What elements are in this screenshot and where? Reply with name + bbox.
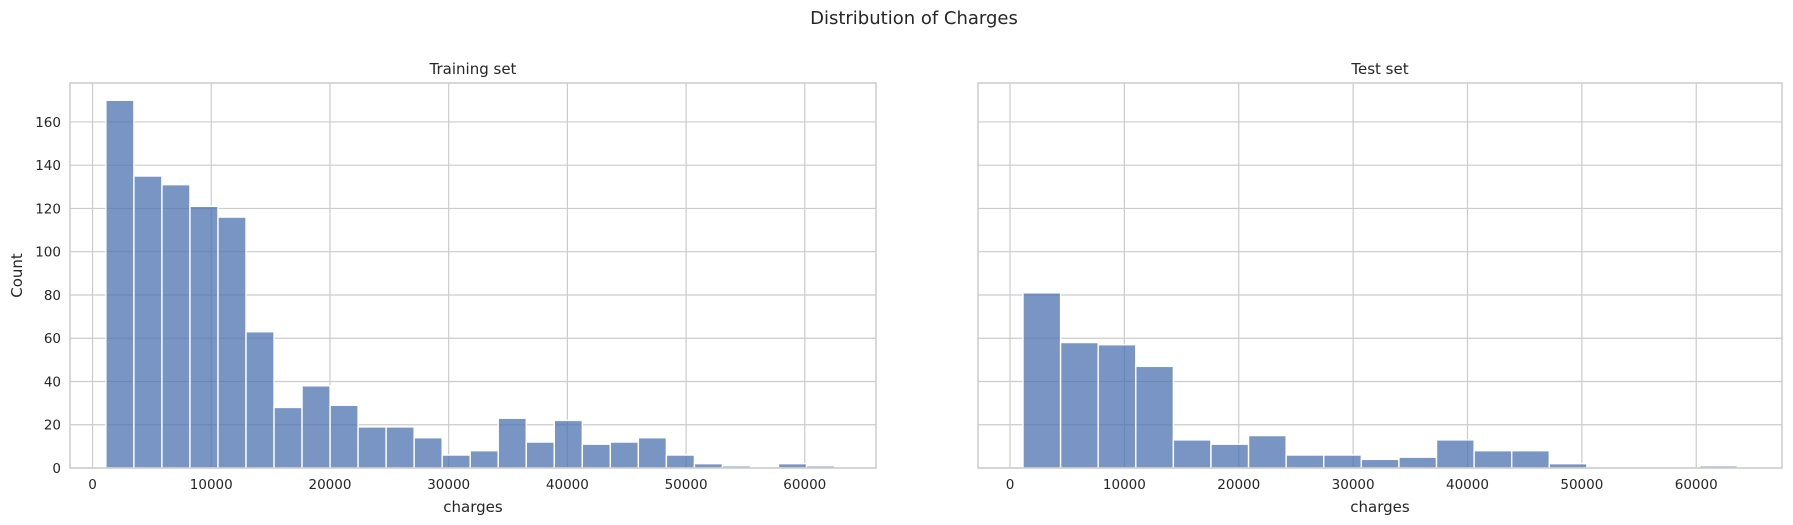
- test-xtick-label: 60000: [1675, 477, 1718, 493]
- training-ytick-label: 100: [35, 245, 61, 261]
- training-xtick-label: 60000: [783, 477, 826, 493]
- training-ytick-label: 80: [44, 288, 61, 304]
- training-ytick-label: 140: [35, 158, 61, 174]
- training-histogram-bar: [413, 437, 443, 469]
- training-histogram-bar: [245, 331, 275, 469]
- training-histogram-bar: [329, 404, 359, 469]
- training-histogram-bar: [581, 443, 612, 469]
- test-histogram-bar: [1210, 443, 1250, 469]
- training-histogram-bar: [553, 419, 584, 469]
- test-xtick-label: 30000: [1332, 477, 1375, 493]
- training-axes-frame: [69, 82, 877, 469]
- training-histogram-bar: [189, 205, 219, 469]
- training-xtick-label: 10000: [190, 477, 233, 493]
- test-xtick-label: 50000: [1560, 477, 1603, 493]
- training-xtick-label: 20000: [308, 477, 351, 493]
- training-histogram-bar: [385, 426, 415, 469]
- test-histogram-bar: [1398, 456, 1438, 469]
- training-ytick-label: 20: [44, 418, 61, 434]
- training-ytick-label: 60: [44, 331, 61, 347]
- test-histogram-bar: [1360, 458, 1400, 469]
- test-xtick-label: 10000: [1103, 477, 1146, 493]
- training-ytick-label: 160: [35, 115, 61, 131]
- test-xtick-label: 0: [1006, 477, 1015, 493]
- training-ylabel: Count: [8, 253, 26, 298]
- test-xtick-label: 40000: [1446, 477, 1489, 493]
- test-histogram-bar: [1097, 344, 1137, 469]
- test-xtick-label: 20000: [1217, 477, 1260, 493]
- training-set-histogram: 0 10000 20000 30000 40000 50000 60000 0 20 40 60 80…: [8, 60, 877, 516]
- test-histogram-bar: [1435, 439, 1475, 469]
- training-xtick-label: 0: [88, 477, 97, 493]
- test-histogram-bar: [1135, 365, 1175, 469]
- training-histogram-bar: [609, 441, 640, 469]
- figure-suptitle: Distribution of Charges: [810, 8, 1018, 29]
- training-histogram-bar: [441, 454, 471, 469]
- test-axes-frame: [977, 82, 1783, 469]
- test-histogram-bar: [1247, 434, 1287, 469]
- test-histogram-bar: [1323, 454, 1363, 469]
- training-ytick-label: 120: [35, 201, 61, 217]
- training-xtick-label: 50000: [665, 477, 708, 493]
- test-xlabel: charges: [1350, 498, 1410, 516]
- training-histogram-bar: [497, 417, 527, 469]
- test-set-histogram: 0 10000 20000 30000 40000 50000 60000 Test set c…: [977, 60, 1783, 516]
- training-histogram-bar: [217, 216, 247, 469]
- training-histogram-bar: [133, 175, 163, 469]
- training-axes-title: Training set: [429, 60, 517, 78]
- test-histogram-bar: [1059, 341, 1099, 469]
- training-histogram-bar: [105, 99, 135, 469]
- test-histogram-bar: [1473, 449, 1513, 469]
- training-xlabel: charges: [443, 498, 503, 516]
- training-histogram-bar: [357, 426, 387, 469]
- training-histogram-bar: [161, 183, 191, 469]
- training-ytick-label: 40: [44, 374, 61, 390]
- training-histogram-bar: [525, 441, 555, 469]
- training-histogram-bar: [665, 454, 696, 469]
- training-histogram-bar: [637, 437, 668, 469]
- test-histogram-bar: [1022, 292, 1062, 469]
- test-histogram-bar: [1511, 449, 1550, 469]
- training-histogram-bar: [301, 385, 331, 469]
- test-axes-title: Test set: [1350, 60, 1408, 78]
- test-histogram-bar: [1285, 454, 1325, 469]
- training-xtick-label: 30000: [427, 477, 470, 493]
- training-histogram-bar: [273, 406, 303, 469]
- training-xtick-label: 40000: [546, 477, 589, 493]
- training-histogram-bar: [469, 449, 499, 469]
- test-histogram-bar: [1172, 439, 1212, 469]
- training-ytick-label: 0: [52, 461, 61, 477]
